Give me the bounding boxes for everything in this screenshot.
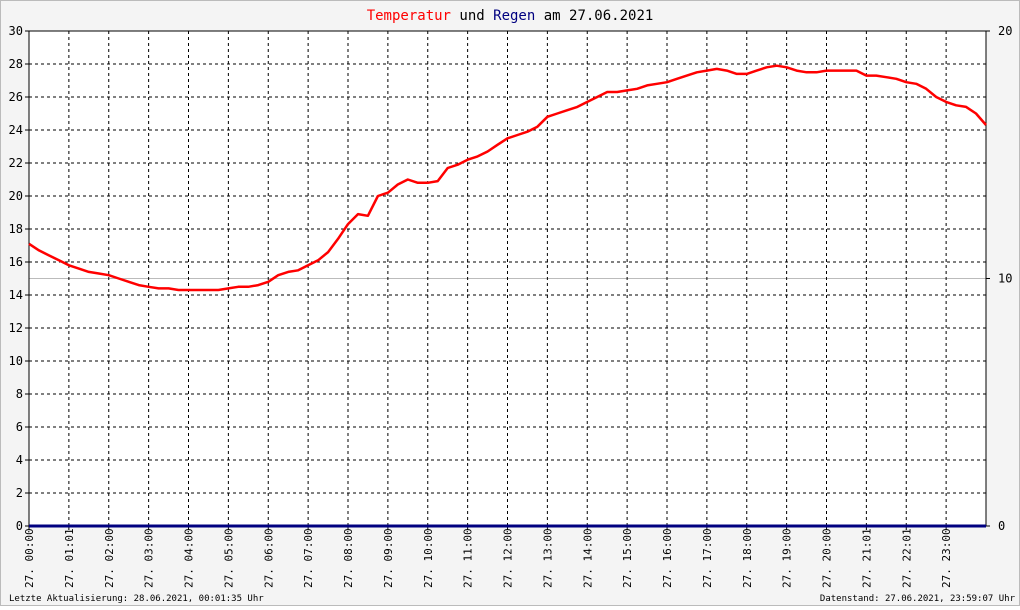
y-right-tick-label: 20 <box>998 24 1012 38</box>
x-tick-label: 27. 20:00 <box>821 528 834 588</box>
x-tick-label: 27. 13:00 <box>541 528 554 588</box>
y-right-tick-label: 0 <box>998 519 1005 533</box>
y-left-tick-label: 30 <box>9 24 23 38</box>
y-left-tick-label: 28 <box>9 57 23 71</box>
y-right-tick-label: 10 <box>998 272 1012 286</box>
x-tick-label: 27. 17:00 <box>701 528 714 588</box>
chart-title-date: am 27.06.2021 <box>535 8 653 24</box>
x-tick-label: 27. 04:00 <box>183 528 196 588</box>
x-tick-label: 27. 16:00 <box>661 528 674 588</box>
x-tick-label: 27. 07:00 <box>302 528 315 588</box>
y-left-tick-label: 22 <box>9 156 23 170</box>
y-left-tick-label: 20 <box>9 189 23 203</box>
y-left-tick-label: 26 <box>9 90 23 104</box>
x-tick-label: 27. 01:01 <box>63 528 76 588</box>
grid-layer <box>29 31 986 526</box>
chart-title-rain: Regen <box>493 8 535 24</box>
x-tick-label: 27. 23:00 <box>940 528 953 588</box>
footer-last-update: Letzte Aktualisierung: 28.06.2021, 00:01… <box>9 594 264 604</box>
x-tick-label: 27. 21:01 <box>860 528 873 588</box>
x-tick-label: 27. 11:00 <box>462 528 475 588</box>
x-tick-label: 27. 00:00 <box>23 528 36 588</box>
y-left-tick-label: 16 <box>9 255 23 269</box>
y-left-tick-label: 10 <box>9 354 23 368</box>
temperatur-series-line <box>28 64 987 292</box>
y-left-tick-label: 14 <box>9 288 23 302</box>
y-left-tick-label: 8 <box>16 387 23 401</box>
y-left-tick-label: 24 <box>9 123 23 137</box>
y-left-tick-label: 2 <box>16 486 23 500</box>
x-tick-label: 27. 12:00 <box>502 528 515 588</box>
chart-title-und: und <box>451 8 493 24</box>
series-layer <box>28 64 987 528</box>
y-left-tick-label: 12 <box>9 321 23 335</box>
x-tick-label: 27. 05:00 <box>222 528 235 588</box>
y-left-tick-label: 18 <box>9 222 23 236</box>
x-tick-label: 27. 08:00 <box>342 528 355 588</box>
x-tick-label: 27. 06:00 <box>262 528 275 588</box>
x-tick-label: 27. 03:00 <box>143 528 156 588</box>
y-left-tick-label: 4 <box>16 453 23 467</box>
x-tick-label: 27. 19:00 <box>781 528 794 588</box>
y-left-tick-label: 0 <box>16 519 23 533</box>
x-tick-label: 27. 18:00 <box>741 528 754 588</box>
x-tick-label: 27. 15:00 <box>621 528 634 588</box>
x-tick-label: 27. 10:00 <box>422 528 435 588</box>
x-tick-label: 27. 02:00 <box>103 528 116 588</box>
x-tick-label: 27. 14:00 <box>581 528 594 588</box>
chart-title-temperature: Temperatur <box>367 8 451 24</box>
x-tick-label: 27. 22:01 <box>900 528 913 588</box>
x-tick-label: 27. 09:00 <box>382 528 395 588</box>
footer-data-status: Datenstand: 27.06.2021, 23:59:07 Uhr <box>820 594 1016 604</box>
y-left-tick-label: 6 <box>16 420 23 434</box>
chart-title: Temperatur und Regen am 27.06.2021 <box>367 8 654 24</box>
